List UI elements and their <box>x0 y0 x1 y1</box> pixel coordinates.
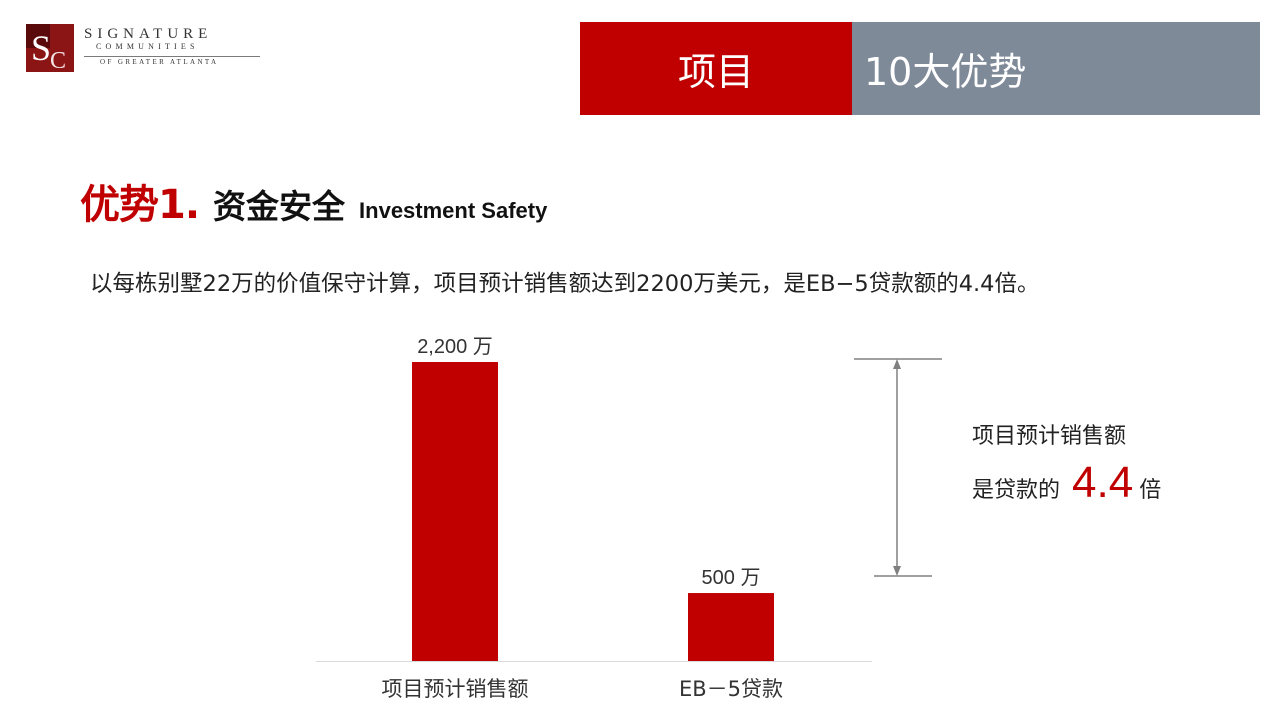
logo-divider <box>84 56 260 57</box>
category-label-2: EB－5贷款 <box>679 677 783 701</box>
logo-text-signature: SIGNATURE <box>84 26 213 42</box>
arrow-up-icon <box>893 359 901 369</box>
logo-text-communities: COMMUNITIES <box>96 42 199 51</box>
logo-text-location: OF GREATER ATLANTA <box>100 58 219 66</box>
annotation-suffix: 倍 <box>1139 478 1162 503</box>
annotation-prefix: 是贷款的 <box>972 478 1061 503</box>
annotation-line1: 项目预计销售额 <box>972 424 1127 449</box>
bar-1 <box>412 362 498 661</box>
svg-text:C: C <box>50 48 66 72</box>
bar-2 <box>688 593 774 661</box>
header-section-title: 10大优势 <box>852 22 1260 115</box>
slide-heading: 优势1. 资金安全 Investment Safety <box>80 172 547 228</box>
arrow-down-icon <box>893 566 901 576</box>
bar-value-label-1: 2,200 万 <box>417 336 493 358</box>
comparison-bracket <box>854 358 942 577</box>
ratio-annotation: 项目预计销售额 是贷款的 4.4 倍 <box>972 418 1232 508</box>
bar-value-label-2: 500 万 <box>702 567 761 589</box>
svg-text:S: S <box>31 28 51 68</box>
annotation-ratio-value: 4.4 <box>1072 458 1134 507</box>
category-label-1: 项目预计销售额 <box>382 677 529 701</box>
heading-title-cn: 资金安全 <box>213 187 346 226</box>
logo-sc-monogram-icon: S C <box>26 24 74 72</box>
heading-title-en: Investment Safety <box>359 198 548 223</box>
description-text: 以每栋别墅22万的价值保守计算，项目预计销售额达到2200万美元，是EB−5贷款… <box>90 271 1040 297</box>
heading-number: 优势1. <box>80 182 200 228</box>
company-logo: S C SIGNATURE COMMUNITIES OF GREATER ATL… <box>26 24 260 74</box>
header-section-label: 项目 <box>580 22 852 115</box>
